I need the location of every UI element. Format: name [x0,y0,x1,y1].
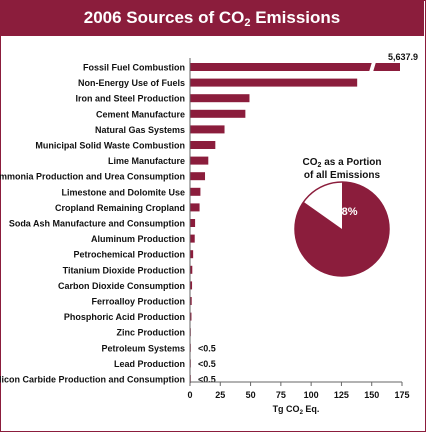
bar [190,141,216,149]
bar [190,234,195,243]
category-label: Limestone and Dolomite Use [61,187,185,197]
category-label: Ferroalloy Production [91,297,185,307]
x-tick-label: 175 [394,390,409,400]
category-label: Carbon Dioxide Consumption [58,281,185,291]
x-tick-label: 100 [304,390,319,400]
category-label: Natural Gas Systems [95,125,185,135]
category-label: Ammonia Production and Urea Consumption [0,172,185,182]
title-subscript: 2 [244,17,251,29]
x-tick-label: 75 [276,390,286,400]
inset-title-line2: of all Emissions [304,170,381,181]
axis-break-notch [369,62,376,72]
data-label: 5,637.9 [388,52,418,62]
bar [190,312,192,321]
category-label: Municipal Solid Waste Combustion [35,141,185,151]
bar [190,281,193,290]
data-label: <0.5 [198,375,216,385]
category-label: Petroleum Systems [101,343,185,353]
x-tick-label: 50 [246,390,256,400]
category-label: Aluminum Production [91,234,185,244]
category-label: Phosphoric Acid Production [64,312,185,322]
bar [190,187,201,196]
bar [190,125,225,134]
chart-title: 2006 Sources of CO2 Emissions [0,0,424,36]
bar [190,297,192,305]
category-label: Cropland Remaining Cropland [55,203,185,213]
category-label: Cement Manufacture [96,109,185,119]
category-label: Titanium Dioxide Production [63,265,185,275]
title-prefix: 2006 Sources of CO [83,8,245,27]
bar [190,172,206,181]
x-tick-label: 25 [215,390,225,400]
bar [190,250,194,259]
bar [190,94,250,103]
bar [190,219,196,227]
title-suffix: Emissions [250,8,341,27]
inset-title-line1: CO2 as a Portion [303,157,382,169]
data-label: <0.5 [198,343,216,353]
x-tick-label: 150 [364,390,379,400]
category-label: Non-Energy Use of Fuels [78,78,185,88]
x-axis-title: Tg CO2 Eq. [273,404,320,416]
bar [190,63,400,71]
category-label: Silicon Carbide Production and Consumpti… [0,375,185,385]
bar [190,203,200,212]
category-label: Fossil Fuel Combustion [83,63,185,73]
category-label: Soda Ash Manufacture and Consumption [9,219,185,229]
category-label: Lime Manufacture [108,156,185,166]
x-tick-label: 0 [187,390,192,400]
data-label: <0.5 [198,359,216,369]
pie-slice-label: 84.8% [326,206,357,218]
category-label: Lead Production [114,359,185,369]
category-label: Petrochemical Production [73,250,185,260]
bar [190,265,193,274]
x-tick-label: 125 [334,390,349,400]
category-label: Iron and Steel Production [75,94,185,104]
bar [190,78,358,87]
bar [190,156,209,165]
category-label: Zinc Production [117,328,186,338]
pie-slice [294,182,389,276]
bar [190,109,246,118]
